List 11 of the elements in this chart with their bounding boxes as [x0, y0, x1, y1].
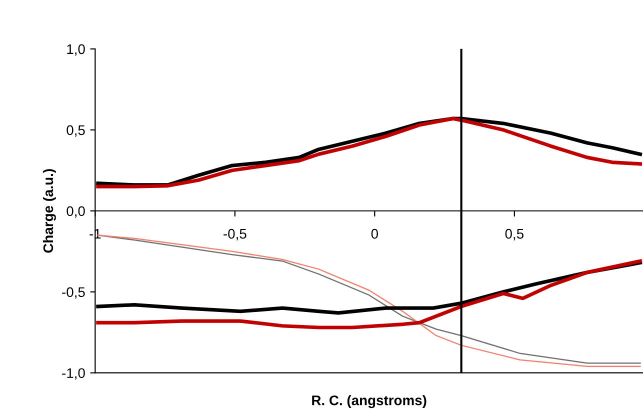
- y-tick-label: 1,0: [67, 44, 85, 56]
- x-tick-label: -0,5: [224, 228, 246, 240]
- x-tick-label: 0,5: [505, 228, 524, 240]
- y-axis-title: Charge (a.u.): [42, 169, 56, 253]
- x-axis-title: R. C. (angstroms): [312, 395, 426, 408]
- y-tick-label: 0,0: [66, 206, 85, 218]
- y-tick-label: -0,5: [62, 287, 85, 299]
- y-tick-label: 0,5: [66, 125, 85, 137]
- y-tick-label: -1,0: [62, 368, 85, 380]
- x-tick-label: 0: [371, 228, 378, 239]
- line-series: [96, 259, 642, 330]
